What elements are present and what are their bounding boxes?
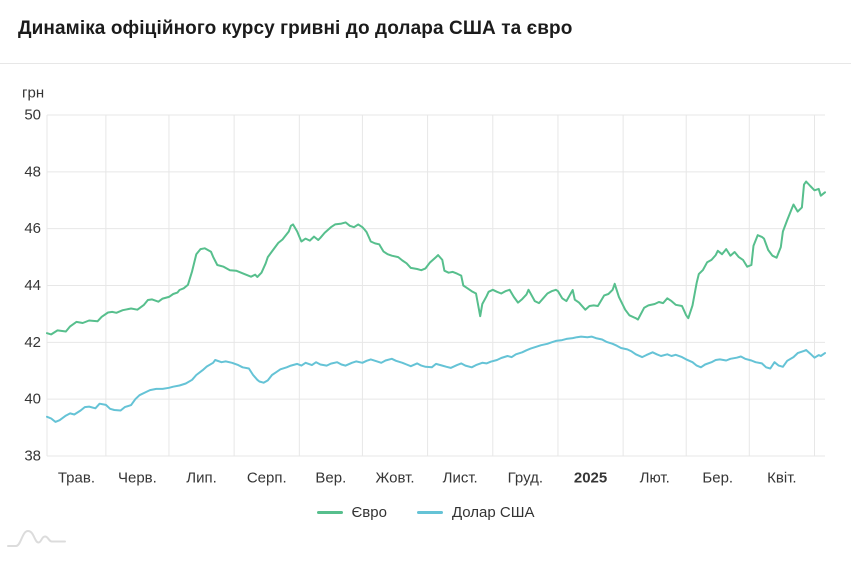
euro-line-swatch-icon (316, 511, 343, 514)
legend-label-euro: Євро (351, 504, 387, 521)
x-tick-label: Лют. (640, 470, 670, 487)
title-divider (0, 63, 851, 64)
y-tick-label: 46 (24, 220, 41, 237)
x-tick-label: Лип. (186, 470, 217, 487)
x-tick-label: Вер. (315, 470, 346, 487)
x-tick-label: Бер. (702, 470, 733, 487)
y-tick-label: 44 (24, 277, 41, 294)
legend-item-usd[interactable]: Долар США (416, 504, 535, 521)
x-tick-label: Трав. (58, 470, 95, 487)
y-axis-unit-label: грн (22, 85, 44, 102)
waves-logo-icon (7, 530, 66, 547)
y-tick-label: 42 (24, 334, 41, 351)
series-line-euro (46, 180, 826, 336)
legend-label-usd: Долар США (451, 504, 535, 521)
x-tick-label: Лист. (443, 470, 478, 487)
y-tick-label: 38 (24, 448, 41, 465)
x-tick-label: Груд. (508, 470, 543, 487)
usd-line-swatch-icon (416, 511, 443, 514)
page-title: Динаміка офіційного курсу гривні до дола… (18, 18, 573, 39)
legend-item-euro[interactable]: Євро (316, 504, 387, 521)
y-tick-label: 50 (24, 107, 41, 124)
chart-legend: Євро Долар США (0, 504, 851, 521)
y-tick-label: 48 (24, 163, 41, 180)
y-tick-label: 40 (24, 391, 41, 408)
x-tick-label: Квіт. (767, 470, 796, 487)
x-tick-label: 2025 (574, 470, 607, 487)
x-tick-label: Жовт. (375, 470, 414, 487)
x-tick-label: Черв. (118, 470, 157, 487)
series-line-usd (46, 335, 826, 423)
x-tick-label: Серп. (247, 470, 287, 487)
